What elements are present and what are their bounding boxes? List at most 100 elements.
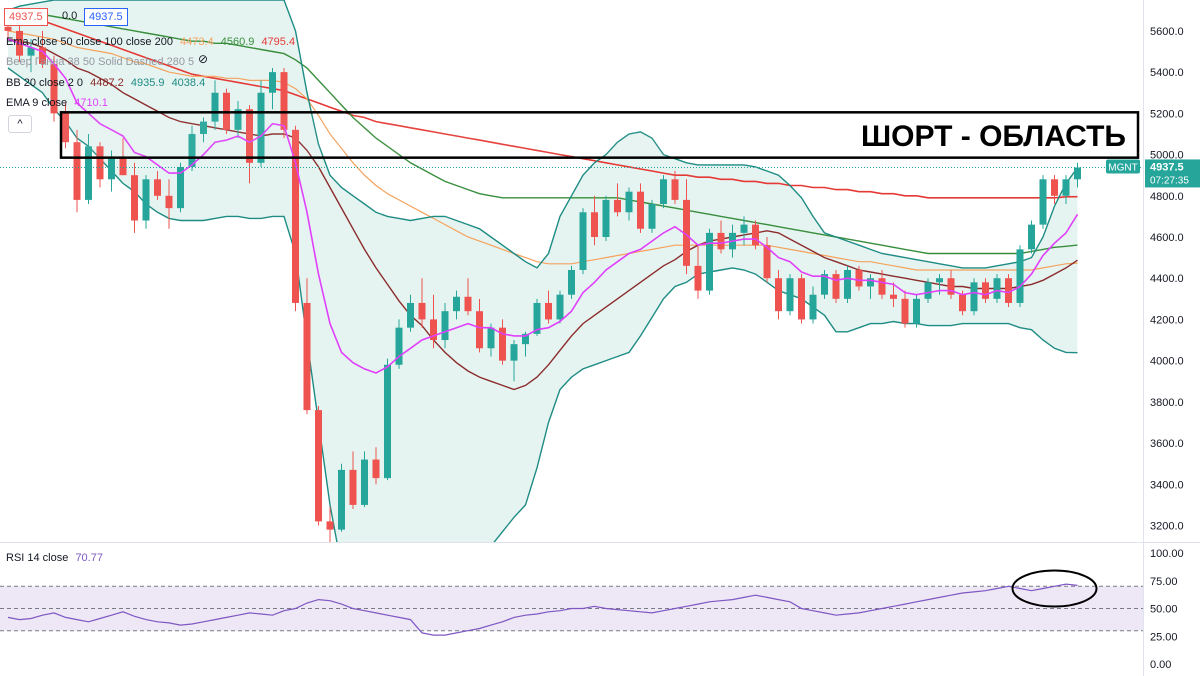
candle-body (533, 302, 541, 334)
candle-body (694, 265, 702, 291)
price-tick-label: 3400.0 (1150, 479, 1184, 491)
candle-body (73, 142, 81, 200)
candle-body (798, 278, 805, 320)
candle-body (901, 298, 909, 324)
candle-body (257, 92, 265, 163)
candle-body (763, 245, 771, 279)
candle-body (671, 179, 679, 200)
price-tick-label: 4600.0 (1150, 232, 1184, 244)
legend-ema100-value: 4560.9 (220, 36, 255, 48)
candle-body (545, 302, 552, 320)
candle-body (844, 269, 851, 299)
candle-body (878, 278, 886, 295)
legend-ema9-value: 4710.1 (74, 97, 108, 109)
price-box-spread: 0.0 (62, 10, 78, 22)
candle-body (280, 72, 288, 130)
candle-body (303, 302, 311, 411)
legend-rsi-label: RSI 14 close (6, 552, 69, 564)
candle-body (4, 26, 12, 31)
candle-body (292, 129, 299, 303)
candle-body (269, 72, 276, 93)
ticker-symbol-text: MGNT (1108, 162, 1137, 173)
legend-gann-label: Веер Ганна 38 50 Solid Dashed 280 5 (6, 56, 195, 68)
candle-body (395, 327, 403, 365)
candle-body (177, 166, 184, 209)
eye-crossed-icon[interactable]: ⊘ (198, 52, 209, 66)
candle-body (982, 282, 989, 299)
candle-body (315, 410, 322, 522)
legend-ema200-value: 4795.4 (261, 36, 296, 48)
candle-body (338, 469, 345, 530)
price-tick-label: 5000.0 (1150, 150, 1184, 162)
price-tick-label: 3200.0 (1150, 521, 1184, 533)
candle-body (821, 274, 828, 295)
price-tick-label: 4200.0 (1150, 314, 1184, 326)
price-box-buy[interactable]: 4937.5 (84, 8, 128, 26)
candle-body (855, 269, 863, 287)
candle-body (832, 274, 840, 299)
candle-body (1039, 179, 1047, 225)
candle-body (246, 109, 253, 163)
bollinger-lower-line (7, 67, 1078, 542)
candle-body (131, 175, 138, 221)
candle-body (50, 63, 58, 114)
main-price-pane (4, 0, 1081, 542)
collapse-legend-button[interactable]: ^ (8, 115, 32, 133)
ema50-line (7, 30, 1078, 271)
ema100-line (8, 9, 1078, 255)
legend-bollinger-bands[interactable]: BB 20 close 2 0 4487.2 4935.9 4038.4 (6, 77, 205, 89)
candle-body (683, 199, 690, 266)
price-tick-label: 5400.0 (1150, 67, 1184, 79)
legend-bb-up-value: 4935.9 (130, 77, 165, 89)
candle-body (119, 158, 127, 176)
candle-body (487, 327, 495, 349)
candle-body (418, 302, 426, 320)
candle-body (556, 294, 564, 320)
candle-body (211, 92, 219, 122)
candle-body (740, 224, 748, 233)
candle-body (326, 521, 334, 530)
candle-body (959, 294, 966, 312)
candle-body (648, 204, 656, 229)
short-zone-box (59, 111, 1140, 159)
legend-rsi[interactable]: RSI 14 close 70.77 (6, 552, 103, 564)
candle-body (453, 296, 460, 312)
ema200-line (7, 9, 1078, 199)
price-box-sell[interactable]: 4937.5 (4, 8, 48, 26)
price-tick-label: 3800.0 (1150, 397, 1184, 409)
rsi-tick-label: 100.00 (1150, 548, 1184, 560)
candle-body (890, 294, 897, 299)
candle-body (717, 232, 725, 250)
candle-body (602, 199, 610, 237)
candle-body (188, 133, 196, 167)
candle-body (867, 278, 874, 287)
candle-body (568, 269, 575, 295)
candle-body (637, 191, 644, 229)
candle-body (786, 278, 794, 312)
bollinger-upper-line (7, 0, 1079, 269)
candle-body (775, 278, 782, 312)
ema9-line (7, 38, 1079, 374)
candle-body (752, 224, 759, 246)
rsi-tick-label: 75.00 (1150, 576, 1178, 588)
candle-body (522, 333, 529, 345)
legend-ema9[interactable]: EMA 9 close 4710.1 (6, 97, 108, 109)
candle-body (27, 47, 35, 56)
candle-body (614, 199, 621, 213)
candle-body (165, 195, 173, 209)
legend-ema-50-100-200[interactable]: Ema close 50 close 100 close 200 4473.4 … (6, 36, 295, 48)
legend-gann-fan[interactable]: Веер Ганна 38 50 Solid Dashed 280 5 (6, 56, 194, 68)
candle-body (625, 191, 633, 213)
price-tick-label: 4000.0 (1150, 356, 1184, 368)
legend-ema50-value: 4473.4 (180, 36, 214, 48)
candle-body (154, 179, 161, 196)
short-zone-label: ШОРТ - ОБЛАСТЬ (861, 120, 1126, 153)
candle-body (936, 278, 943, 283)
candle-body (464, 296, 472, 312)
candle-body (993, 278, 1001, 299)
legend-bb-mid-value: 4487.2 (90, 77, 124, 89)
candle-body (809, 294, 817, 320)
price-tick-label: 4400.0 (1150, 273, 1184, 285)
candle-body (441, 311, 449, 341)
